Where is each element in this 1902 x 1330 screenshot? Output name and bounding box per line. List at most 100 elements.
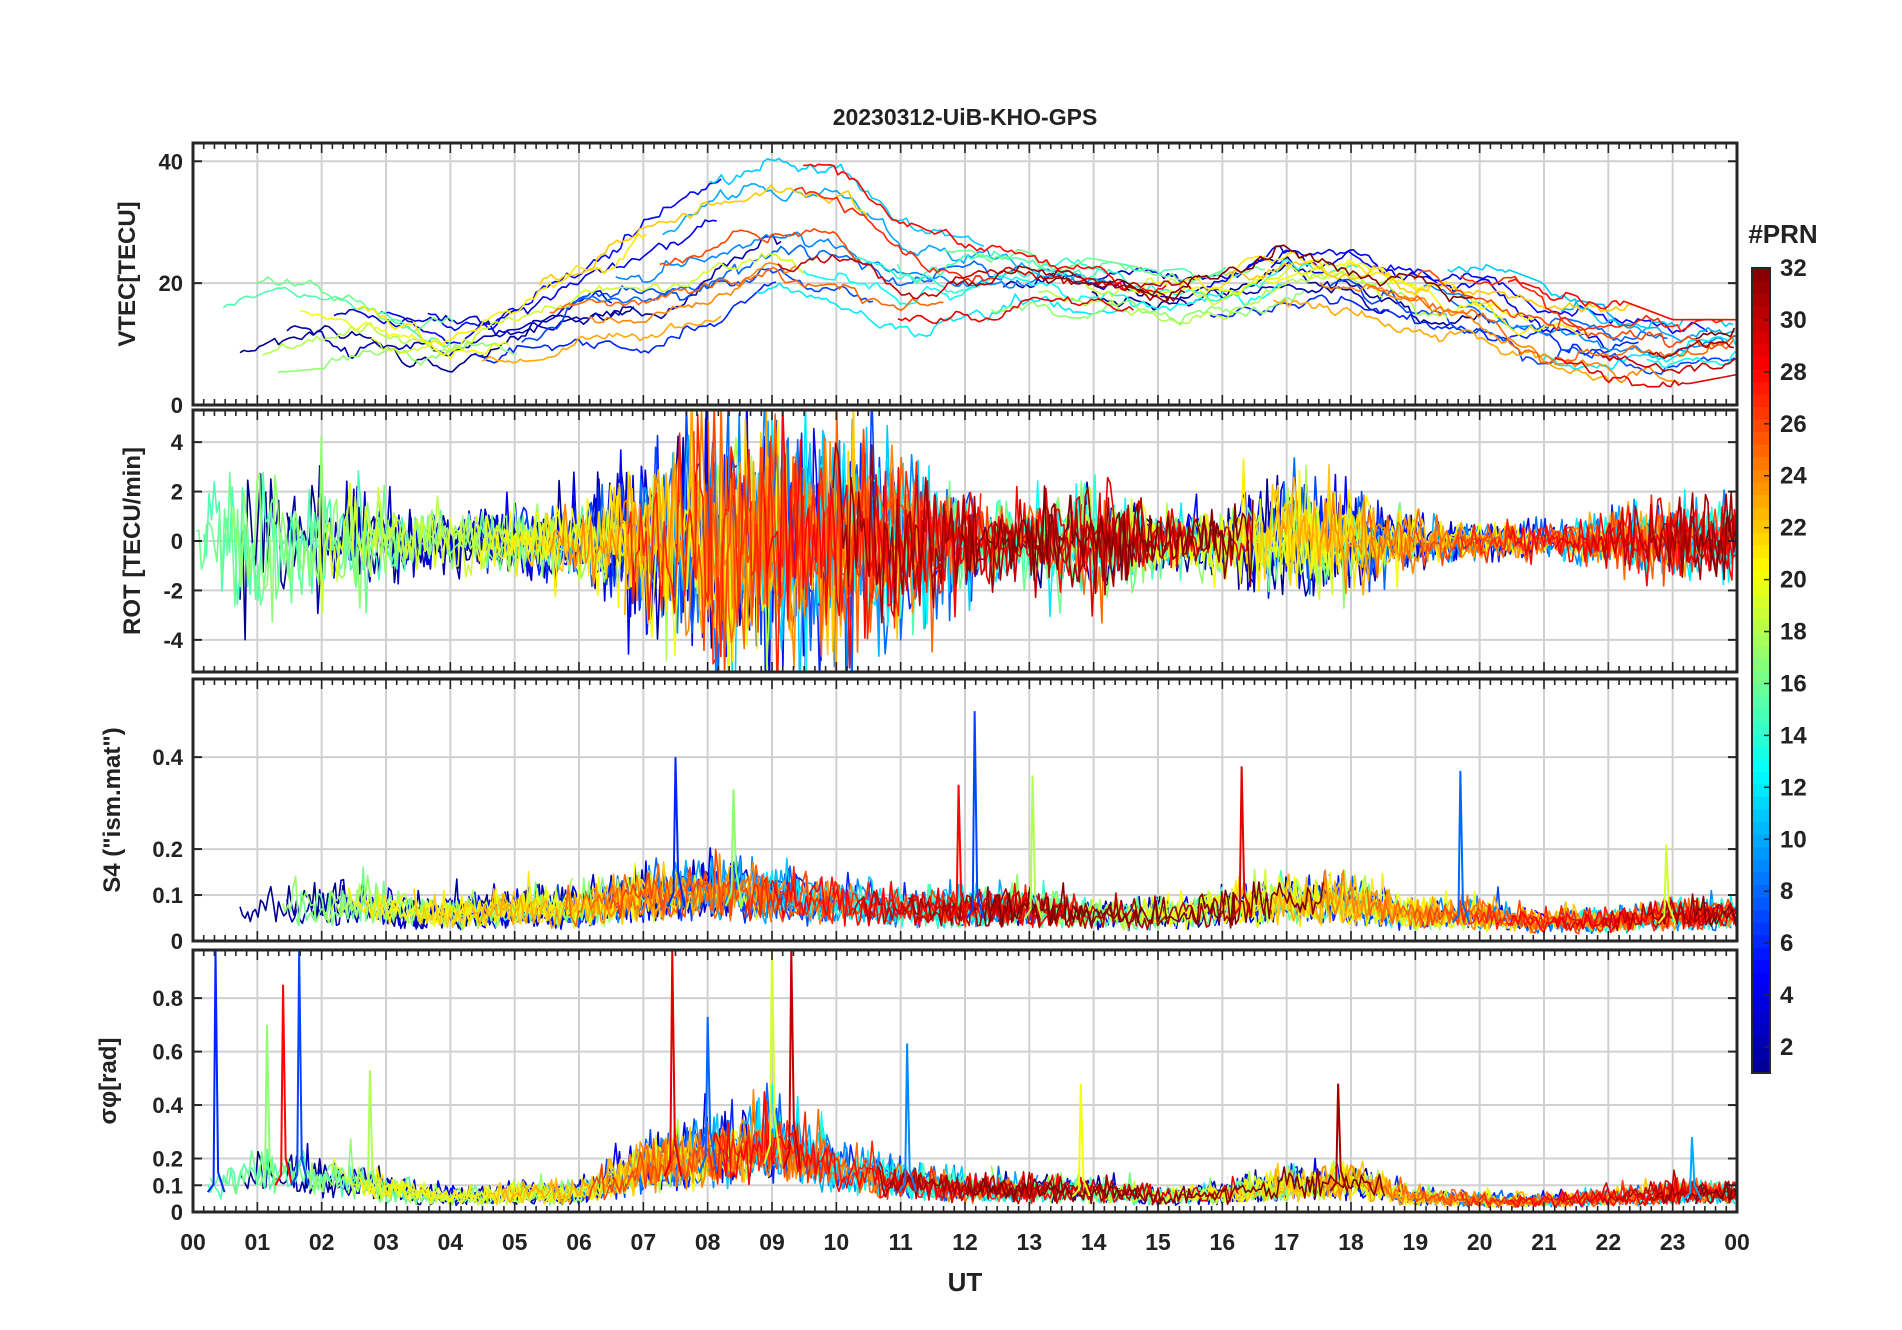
colorbar-band [1752, 356, 1770, 370]
colorbar-tick-label: 16 [1780, 670, 1807, 697]
colorbar-band [1752, 896, 1770, 911]
vtec-traces [222, 157, 1737, 388]
s4-spike [950, 784, 969, 919]
vtec-trace-prn-22 [538, 184, 869, 286]
s4-trace-prn-25 [564, 863, 773, 928]
y-tick-label: 0 [171, 529, 183, 554]
rot-axes-frame [191, 408, 1739, 674]
vtec-trace-prn-20 [300, 309, 510, 360]
rot-ylabel: ROT [TECU/min] [119, 447, 146, 635]
y-tick-label: 0.2 [152, 837, 183, 862]
y-tick-label: 4 [171, 430, 184, 455]
colorbar-tick-label: 24 [1780, 463, 1807, 490]
x-tick-label: 08 [695, 1229, 721, 1255]
colorbar-band [1752, 720, 1770, 734]
vtec-trace-prn-17 [990, 290, 1305, 326]
sigma_phi-trace-prn-31 [1648, 1180, 1737, 1205]
s4-traces [239, 711, 1737, 935]
s4-spike [1233, 766, 1252, 918]
colorbar-band [1752, 557, 1770, 571]
x-tick-label: 18 [1338, 1229, 1364, 1255]
s4-trace-prn-22 [1225, 874, 1605, 934]
vtec-ylabel: VTEC[TECU] [114, 201, 141, 346]
x-tick-label: 13 [1017, 1229, 1043, 1255]
colorbar-band [1752, 796, 1770, 810]
sigma_phi-spike [763, 950, 782, 1165]
sigma-phi-grid [193, 950, 1737, 1212]
sigma_phi-spike [206, 950, 226, 1193]
s4-spike [1657, 844, 1677, 924]
x-tick-label: 05 [502, 1229, 528, 1255]
colorbar-band [1752, 494, 1770, 508]
vtec-trace-prn-27 [1460, 275, 1728, 333]
colorbar-tick-label: 20 [1780, 567, 1807, 594]
vtec-trace-prn-5 [427, 178, 722, 332]
sigma_phi-spike [290, 950, 310, 1186]
x-tick-label: 23 [1660, 1229, 1686, 1255]
vtec-trace-prn-31 [949, 265, 1186, 303]
y-tick-label: 0.4 [152, 745, 183, 770]
vtec-trace-prn-32 [1043, 244, 1473, 303]
x-tick-label: 17 [1274, 1229, 1300, 1255]
colorbar-band [1752, 834, 1770, 848]
vtec-trace-prn-18 [262, 322, 468, 356]
rot-traces [196, 410, 1737, 672]
colorbar-bands [1752, 268, 1770, 1074]
colorbar-band [1752, 582, 1770, 596]
sigma_phi-spike [699, 1016, 718, 1173]
vtec-trace-prn-29 [897, 296, 1134, 325]
colorbar-band [1752, 506, 1770, 521]
colorbar-band [1752, 318, 1770, 332]
s4-spike [1023, 775, 1043, 919]
vtec-trace-prn-15 [896, 250, 1227, 285]
vtec-trace-prn-23 [481, 315, 722, 364]
colorbar-band [1752, 947, 1770, 961]
colorbar-band [1752, 444, 1770, 458]
vtec-trace-prn-10 [662, 183, 1115, 286]
vtec-trace-prn-30 [1601, 355, 1737, 374]
colorbar-band [1752, 922, 1770, 936]
s4-spike [1451, 770, 1471, 924]
y-tick-label: 0.1 [152, 1173, 183, 1198]
vtec-trace-prn-13 [1646, 350, 1737, 369]
vtec-trace-prn-4 [1206, 245, 1605, 349]
x-tick-label: 19 [1403, 1229, 1429, 1255]
vtec-trace-prn-6 [474, 281, 777, 364]
vtec-trace-prn-9 [615, 231, 1092, 289]
vtec-trace-prn-4 [380, 219, 717, 345]
vtec-panel: 0 20 40 VTEC[TECU] [114, 141, 1739, 418]
vtec-trace-prn-2 [286, 235, 782, 360]
vtec-trace-prn-27 [794, 186, 996, 284]
rot-y-ticks: -4 -2 0 2 4 [163, 430, 1737, 653]
colorbar-tick-label: 30 [1780, 307, 1807, 334]
x-tick-label: 21 [1531, 1229, 1557, 1255]
colorbar-band [1752, 330, 1770, 345]
x-tick-label: 22 [1596, 1229, 1622, 1255]
colorbar-band [1752, 1060, 1770, 1074]
vtec-trace-prn-31 [1648, 339, 1734, 360]
y-tick-label: 40 [159, 149, 183, 174]
vtec-trace-prn-1 [239, 306, 635, 373]
x-tick-label: 01 [245, 1229, 271, 1255]
sigma_phi-spike [361, 1070, 380, 1194]
colorbar-band [1752, 657, 1770, 672]
sigma_phi-trace-prn-32 [1695, 1182, 1737, 1205]
s4-trace-prn-29 [1554, 899, 1736, 932]
rot-trace-prn-29 [1554, 497, 1736, 572]
colorbar-band [1752, 909, 1770, 923]
y-tick-label: 0 [171, 1200, 183, 1225]
colorbar-band [1752, 268, 1770, 282]
x-tick-label: 09 [759, 1229, 785, 1255]
colorbar-band [1752, 1022, 1770, 1036]
colorbar-band [1752, 418, 1770, 433]
y-tick-label: -2 [163, 578, 183, 603]
rot-trace-prn-32 [961, 485, 1254, 588]
rot-trace-prn-28 [1507, 508, 1737, 587]
rot-trace-prn-22 [1226, 463, 1490, 587]
colorbar-label: #PRN [1748, 219, 1817, 249]
colorbar-tick-label: 14 [1780, 722, 1807, 749]
sigma_phi-spike [898, 1043, 918, 1192]
vtec-trace-prn-25 [1366, 285, 1735, 364]
rot-trace-prn-19 [318, 482, 598, 614]
